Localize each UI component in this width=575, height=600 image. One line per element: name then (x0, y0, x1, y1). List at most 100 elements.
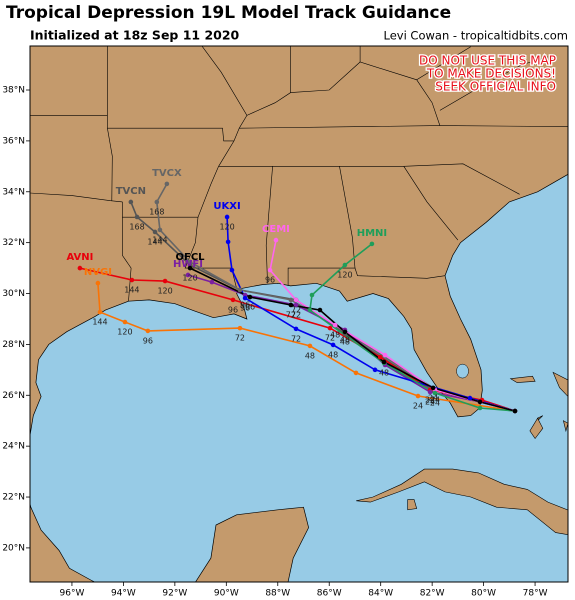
track-point (224, 214, 230, 220)
track-point (157, 227, 163, 233)
forecast-hour-label: 48 (305, 351, 315, 360)
forecast-hour-label: 144 (92, 318, 107, 327)
track-point (162, 278, 168, 284)
lat-tick-label: 32°N (2, 238, 25, 248)
lon-tick-label: 94°W (111, 589, 136, 599)
state-border (246, 61, 441, 126)
lat-tick-label: 24°N (2, 442, 25, 452)
model-track (309, 243, 516, 412)
lat-tick-label: 30°N (2, 289, 25, 299)
forecast-hour-label: 72 (291, 334, 301, 343)
state-border (439, 56, 548, 111)
island (552, 371, 568, 397)
forecast-hour-label: 72 (286, 310, 296, 319)
forecast-hour-label: 24 (430, 398, 440, 407)
track-point (427, 389, 433, 395)
track-point (134, 214, 140, 220)
track-point (327, 325, 333, 331)
track-point (152, 229, 158, 235)
forecast-hour-label: 48 (379, 368, 389, 377)
forecast-hour-label: 72 (291, 310, 301, 319)
track-point (288, 297, 294, 303)
model-name-label: HMNI (357, 228, 387, 239)
warning-line: DO NOT USE THIS MAP (419, 54, 556, 68)
track-point (164, 181, 170, 187)
forecast-hour-label: 72 (235, 334, 245, 343)
state-border (107, 127, 234, 142)
track-point (432, 390, 438, 396)
forecast-hour-label: 96 (240, 301, 250, 310)
lon-tick-label: 78°W (523, 589, 548, 599)
forecast-hour-label: 120 (182, 274, 197, 283)
lat-tick-label: 38°N (2, 86, 25, 96)
forecast-hour-label: 120 (157, 287, 172, 296)
forecast-hour-label: 96 (143, 336, 153, 345)
track-point (229, 267, 235, 273)
state-border (373, 166, 459, 241)
track-point (342, 262, 348, 268)
forecast-hour-label: 168 (149, 207, 164, 216)
forecast-hour-label: 120 (219, 222, 234, 231)
model-name-label: TVCX (152, 168, 182, 179)
model-name-label: NVGI (84, 267, 112, 278)
lat-tick-label: 26°N (2, 391, 25, 401)
state-border (265, 166, 273, 284)
track-point (288, 302, 294, 308)
track-point (154, 199, 160, 205)
lat-tick-label: 36°N (2, 136, 25, 146)
track-point (415, 393, 421, 399)
forecast-hour-label: 48 (340, 335, 350, 344)
track-point (512, 408, 518, 414)
title: Tropical Depression 19L Model Track Guid… (6, 3, 451, 23)
lat-tick-label: 34°N (2, 187, 25, 197)
track-point (317, 307, 323, 313)
track-point (95, 280, 101, 286)
forecast-hour-label: 96 (228, 305, 238, 314)
lon-tick-label: 92°W (162, 589, 187, 599)
lat-tick-label: 20°N (2, 543, 25, 553)
track-point (342, 329, 348, 335)
forecast-hour-label: 120 (337, 271, 352, 280)
track-point (185, 272, 191, 278)
track-point (128, 199, 134, 205)
track-point (293, 297, 299, 303)
forecast-hour-label: 48 (330, 331, 340, 340)
track-point (122, 319, 128, 325)
state-border (107, 46, 113, 201)
forecast-hour-label: 168 (129, 222, 144, 231)
forecast-hour-label: 144 (152, 235, 167, 244)
track-point (293, 326, 299, 332)
track-point (267, 267, 273, 273)
lake (456, 363, 469, 379)
island (537, 415, 544, 420)
track-point (273, 237, 279, 243)
track-point (187, 259, 193, 265)
forecast-hour-label: 96 (240, 304, 250, 313)
state-border (287, 267, 446, 286)
lon-tick-label: 88°W (265, 589, 290, 599)
model-name-label: TVCN (116, 186, 146, 197)
forecast-hour-label: 144 (124, 286, 139, 295)
track-point (97, 309, 103, 315)
forecast-hour-label: 24 (428, 393, 438, 402)
lon-tick-label: 82°W (420, 589, 445, 599)
track-point (332, 322, 338, 328)
forecast-hour-label: 48 (328, 350, 338, 359)
state-border (30, 192, 123, 203)
track-point (467, 395, 473, 401)
track-point (382, 352, 388, 358)
lon-tick-label: 84°W (368, 589, 393, 599)
warning-line: SEEK OFFICIAL INFO (435, 80, 556, 94)
model-name-label: CEMI (262, 224, 290, 235)
forecast-hour-label: 48 (340, 337, 350, 346)
track-point (353, 370, 359, 376)
forecast-hour-label: 120 (117, 328, 132, 337)
track-point (381, 359, 387, 365)
forecast-hour-label: 24 (425, 397, 435, 406)
subtitle: Initialized at 18z Sep 11 2020 (30, 28, 240, 43)
tracks-layer: 144168TVCN144168TVCX24487296120144NVGI24… (66, 168, 518, 414)
model-name-label: AVNI (66, 252, 93, 263)
lat-tick-label: 28°N (2, 340, 25, 350)
forecast-hour-label: 72 (325, 334, 335, 343)
